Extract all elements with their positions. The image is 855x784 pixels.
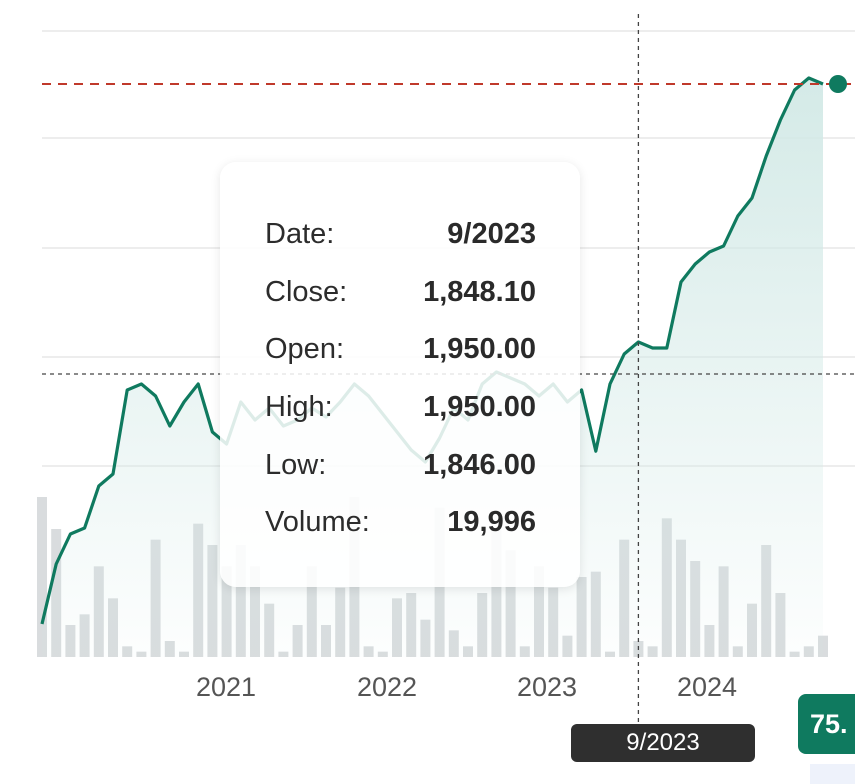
tooltip-label: Volume:: [265, 506, 370, 539]
tooltip-row-open: Open: 1,950.00: [265, 321, 536, 379]
x-tick-label: 2024: [676, 672, 738, 702]
last-price-dot: [829, 75, 847, 93]
tooltip-value: 19,996: [447, 506, 536, 539]
tooltip-value: 1,950.00: [423, 391, 536, 424]
tooltip-row-close: Close: 1,848.10: [265, 264, 536, 322]
tooltip-label: Open:: [265, 333, 344, 366]
x-tick-label: 2022: [356, 672, 418, 702]
badge-shadow: [810, 764, 855, 784]
tooltip-value: 9/2023: [447, 218, 536, 251]
last-price-badge: 75.: [798, 694, 855, 754]
tooltip-row-date: Date: 9/2023: [265, 206, 536, 264]
tooltip-row-volume: Volume: 19,996: [265, 494, 536, 552]
x-tick-label: 2023: [516, 672, 578, 702]
tooltip-row-high: High: 1,950.00: [265, 379, 536, 437]
tooltip-value: 1,846.00: [423, 448, 536, 481]
price-tooltip: Date: 9/2023 Close: 1,848.10 Open: 1,950.00…: [220, 162, 580, 587]
tooltip-label: High:: [265, 391, 333, 424]
tooltip-row-low: Low: 1,846.00: [265, 436, 536, 494]
tooltip-label: Close:: [265, 275, 348, 308]
tooltip-label: Low:: [265, 448, 327, 481]
tooltip-value: 1,848.10: [423, 275, 536, 308]
x-tick-label: 2021: [195, 672, 257, 702]
tooltip-value: 1,950.00: [423, 333, 536, 366]
tooltip-label: Date:: [265, 218, 335, 251]
crosshair-date-label: 9/2023: [571, 724, 755, 762]
volume-bar: [37, 497, 47, 657]
